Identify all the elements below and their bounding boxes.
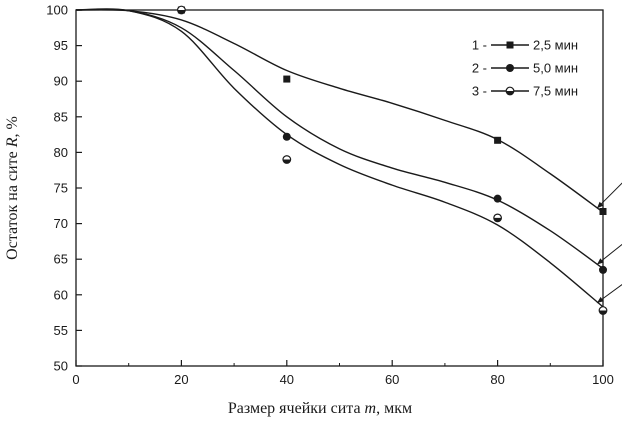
y-tick-label: 80 xyxy=(54,145,68,160)
data-point-series-1 xyxy=(494,136,502,144)
x-axis-title-prefix: Размер ячейки сита xyxy=(228,400,365,417)
legend-marker xyxy=(505,86,515,96)
x-tick-label: 40 xyxy=(280,372,294,387)
plot-frame xyxy=(75,9,604,367)
legend: 1 - 2,5 мин 2 - 5,0 мин 3 - 7,5 мин xyxy=(472,38,578,99)
curve-label-arrow xyxy=(596,182,622,209)
y-tick-label: 55 xyxy=(54,323,68,338)
data-point-series-3 xyxy=(282,155,292,164)
x-axis-title-suffix: , мкм xyxy=(376,400,412,417)
data-points-group xyxy=(176,5,608,315)
data-point-series-2 xyxy=(493,194,502,203)
fit-curve-2 xyxy=(75,8,604,270)
y-axis-title-suffix: , % xyxy=(4,116,21,137)
y-tick-label: 75 xyxy=(54,181,68,196)
legend-index: 1 - xyxy=(472,38,487,53)
x-axis-title: Размер ячейки сита m, мкм xyxy=(228,400,412,417)
y-axis-title-prefix: Остаток на сите xyxy=(4,147,21,260)
x-axis-title-var: m xyxy=(365,400,377,417)
curve-label-arrowhead xyxy=(597,201,604,209)
data-point-series-2 xyxy=(282,132,291,141)
data-point-series-3-fill xyxy=(599,310,607,315)
fit-curve-1 xyxy=(75,9,604,213)
legend-index: 2 - xyxy=(472,61,487,76)
data-point-series-2 xyxy=(599,265,607,274)
y-axis-title: Остаток на сите R, % xyxy=(4,116,21,260)
curve-labels-group: 123 xyxy=(596,182,622,304)
y-tick-label: 90 xyxy=(54,74,68,89)
x-tick-label: 100 xyxy=(592,372,614,387)
legend-marker xyxy=(506,41,514,49)
legend-index: 3 - xyxy=(472,84,487,99)
fit-curves-group xyxy=(75,8,604,308)
data-point-series-1 xyxy=(599,207,607,215)
data-point-series-3 xyxy=(493,213,503,223)
data-point-series-3-fill xyxy=(177,10,186,14)
y-tick-label: 85 xyxy=(54,109,68,124)
y-tick-label: 100 xyxy=(46,3,68,18)
legend-marker-fill xyxy=(506,91,514,95)
y-tick-label: 50 xyxy=(54,359,68,374)
x-tick-label: 20 xyxy=(174,372,188,387)
legend-label: 2,5 мин xyxy=(533,38,578,53)
x-tick-label: 0 xyxy=(72,372,79,387)
curve-label-arrowhead xyxy=(597,296,604,303)
legend-marker xyxy=(506,64,514,72)
legend-label: 5,0 мин xyxy=(533,61,578,76)
curve-label-arrowhead xyxy=(597,258,604,265)
x-tick-label: 80 xyxy=(490,372,504,387)
data-point-series-3-fill xyxy=(283,159,291,164)
data-point-series-1 xyxy=(283,75,291,83)
data-point-series-3-fill xyxy=(493,217,502,222)
y-tick-label: 65 xyxy=(54,252,68,267)
legend-label: 7,5 мин xyxy=(533,84,578,99)
fit-curve-3 xyxy=(75,8,604,308)
x-tick-label: 60 xyxy=(385,372,399,387)
data-point-series-3 xyxy=(176,5,186,15)
axes-group: 0 20 40 60 80 100 50 55 60 65 70 75 80 85 90 95 100 xyxy=(46,3,614,388)
y-tick-label: 95 xyxy=(54,38,68,53)
y-axis-title-var: R xyxy=(4,137,21,148)
y-tick-label: 60 xyxy=(54,287,68,302)
y-tick-label: 70 xyxy=(54,216,68,231)
data-point-series-3 xyxy=(598,306,608,315)
